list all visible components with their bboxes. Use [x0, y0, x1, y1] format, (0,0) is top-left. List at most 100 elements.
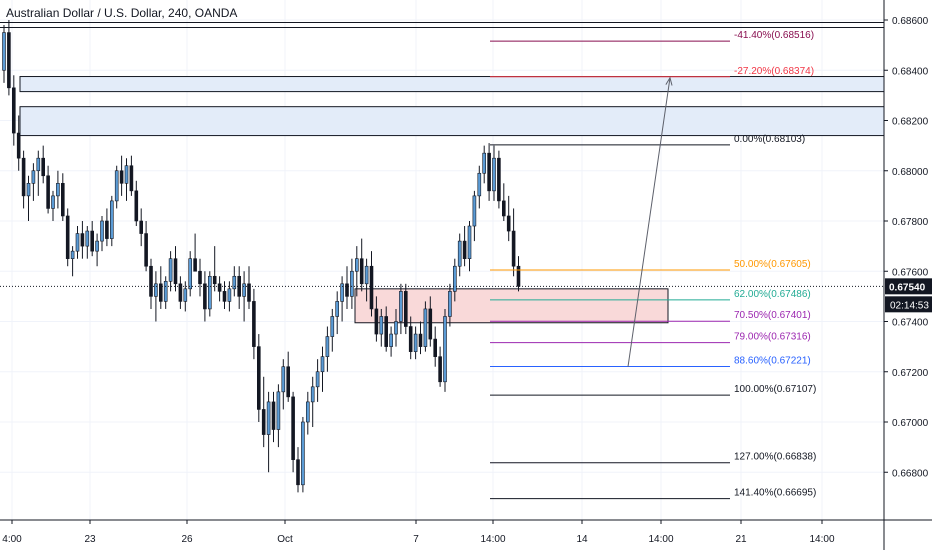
projection-arrow[interactable]: [627, 76, 673, 367]
candle: [60, 173, 65, 221]
candle-body: [70, 250, 75, 259]
candle: [51, 190, 55, 221]
horizontal-lines[interactable]: [0, 22, 884, 29]
candle: [492, 145, 496, 201]
price-axis[interactable]: 0.68600 0.68400 0.68200 0.68000 0.67800 0.676…: [883, 0, 929, 550]
candle-body: [159, 283, 163, 302]
candle-body: [428, 308, 433, 340]
candle-body: [320, 356, 325, 373]
price-tick-label: 0.67800: [892, 217, 929, 228]
candle: [340, 276, 344, 322]
candle-body: [394, 321, 398, 335]
candle: [110, 195, 114, 247]
candle-body: [354, 258, 359, 272]
candle-body: [482, 152, 487, 174]
arrow-shaft[interactable]: [627, 77, 671, 367]
candle-body: [100, 220, 104, 242]
candle-body: [193, 258, 197, 272]
candle: [154, 271, 158, 322]
candle: [100, 215, 104, 252]
candle-body: [271, 401, 276, 430]
price-tick-label: 0.67400: [892, 318, 929, 329]
candle: [168, 251, 173, 292]
candle-body: [506, 215, 511, 232]
fib-label: 50.00%(0.67605): [734, 259, 811, 270]
candle-body: [340, 283, 344, 302]
time-tick-label: 26: [181, 534, 193, 545]
candle: [119, 155, 124, 196]
candle-body: [281, 366, 286, 393]
candle: [281, 359, 286, 410]
candle: [325, 326, 330, 372]
candle: [335, 291, 340, 335]
candle-body: [7, 32, 11, 89]
candle-body: [21, 157, 26, 197]
supply-zone-lower[interactable]: [19, 106, 885, 137]
candle: [482, 145, 487, 184]
candle-body: [448, 291, 452, 317]
candle-body: [418, 333, 423, 347]
candle-body: [198, 270, 202, 285]
candle-body: [203, 283, 207, 310]
candle-body: [516, 265, 521, 287]
candle: [354, 246, 359, 297]
candle-body: [60, 183, 65, 217]
candle: [85, 226, 90, 259]
candle-body: [501, 200, 506, 217]
candle: [26, 175, 31, 221]
candle: [232, 266, 237, 297]
supply-zone-upper[interactable]: [19, 76, 885, 93]
candle-body: [119, 170, 124, 184]
candle-body: [56, 183, 60, 197]
fib-label: 88.60%(0.67221): [734, 355, 811, 366]
candle-body: [124, 165, 129, 184]
candle: [462, 226, 467, 267]
candle-body: [325, 336, 330, 357]
candle-body: [80, 233, 85, 247]
fibonacci-levels[interactable]: -41.40%(0.68516) -27.20%(0.68374) 0.00%(0.…: [490, 30, 816, 500]
candle-body: [256, 346, 261, 410]
candle: [178, 276, 183, 309]
candle-body: [399, 291, 403, 322]
candle-body: [487, 152, 491, 192]
candle: [21, 150, 26, 209]
candle: [163, 276, 168, 309]
candle-body: [139, 220, 143, 234]
candle: [501, 183, 506, 221]
candle-body: [261, 409, 266, 435]
candle-body: [208, 275, 212, 310]
candle-body: [443, 316, 447, 383]
candle-body: [168, 258, 173, 282]
candle: [70, 246, 75, 277]
candle: [497, 150, 501, 209]
candle: [276, 384, 281, 448]
candle: [506, 195, 511, 242]
candle-body: [276, 391, 281, 430]
candle: [159, 266, 163, 309]
time-axis[interactable]: 4:00 23 26 Oct 7 14:00 14 14:00 21 14:00: [0, 519, 932, 545]
candle: [90, 221, 94, 257]
candle-body: [266, 401, 271, 435]
candle-body: [492, 157, 496, 192]
candle: [217, 276, 222, 302]
price-tick-label: 0.68600: [892, 16, 929, 27]
candle-body: [85, 230, 90, 247]
candle-body: [286, 366, 291, 398]
candle-body: [472, 195, 477, 227]
candle: [242, 271, 246, 322]
candle-body: [389, 333, 393, 347]
candle: [516, 256, 521, 292]
fib-label: -41.40%(0.68516): [734, 30, 814, 41]
price-tick-label: 0.67600: [892, 267, 929, 278]
candle-body: [457, 240, 462, 267]
candle: [291, 391, 295, 473]
candle-body: [511, 230, 516, 267]
candle-body: [345, 283, 349, 297]
candle-body: [305, 401, 310, 423]
fib-label: 70.50%(0.67401): [734, 310, 811, 321]
candle-body: [433, 338, 438, 357]
candle: [247, 266, 251, 309]
candle: [198, 258, 202, 297]
candle-body: [438, 356, 442, 383]
